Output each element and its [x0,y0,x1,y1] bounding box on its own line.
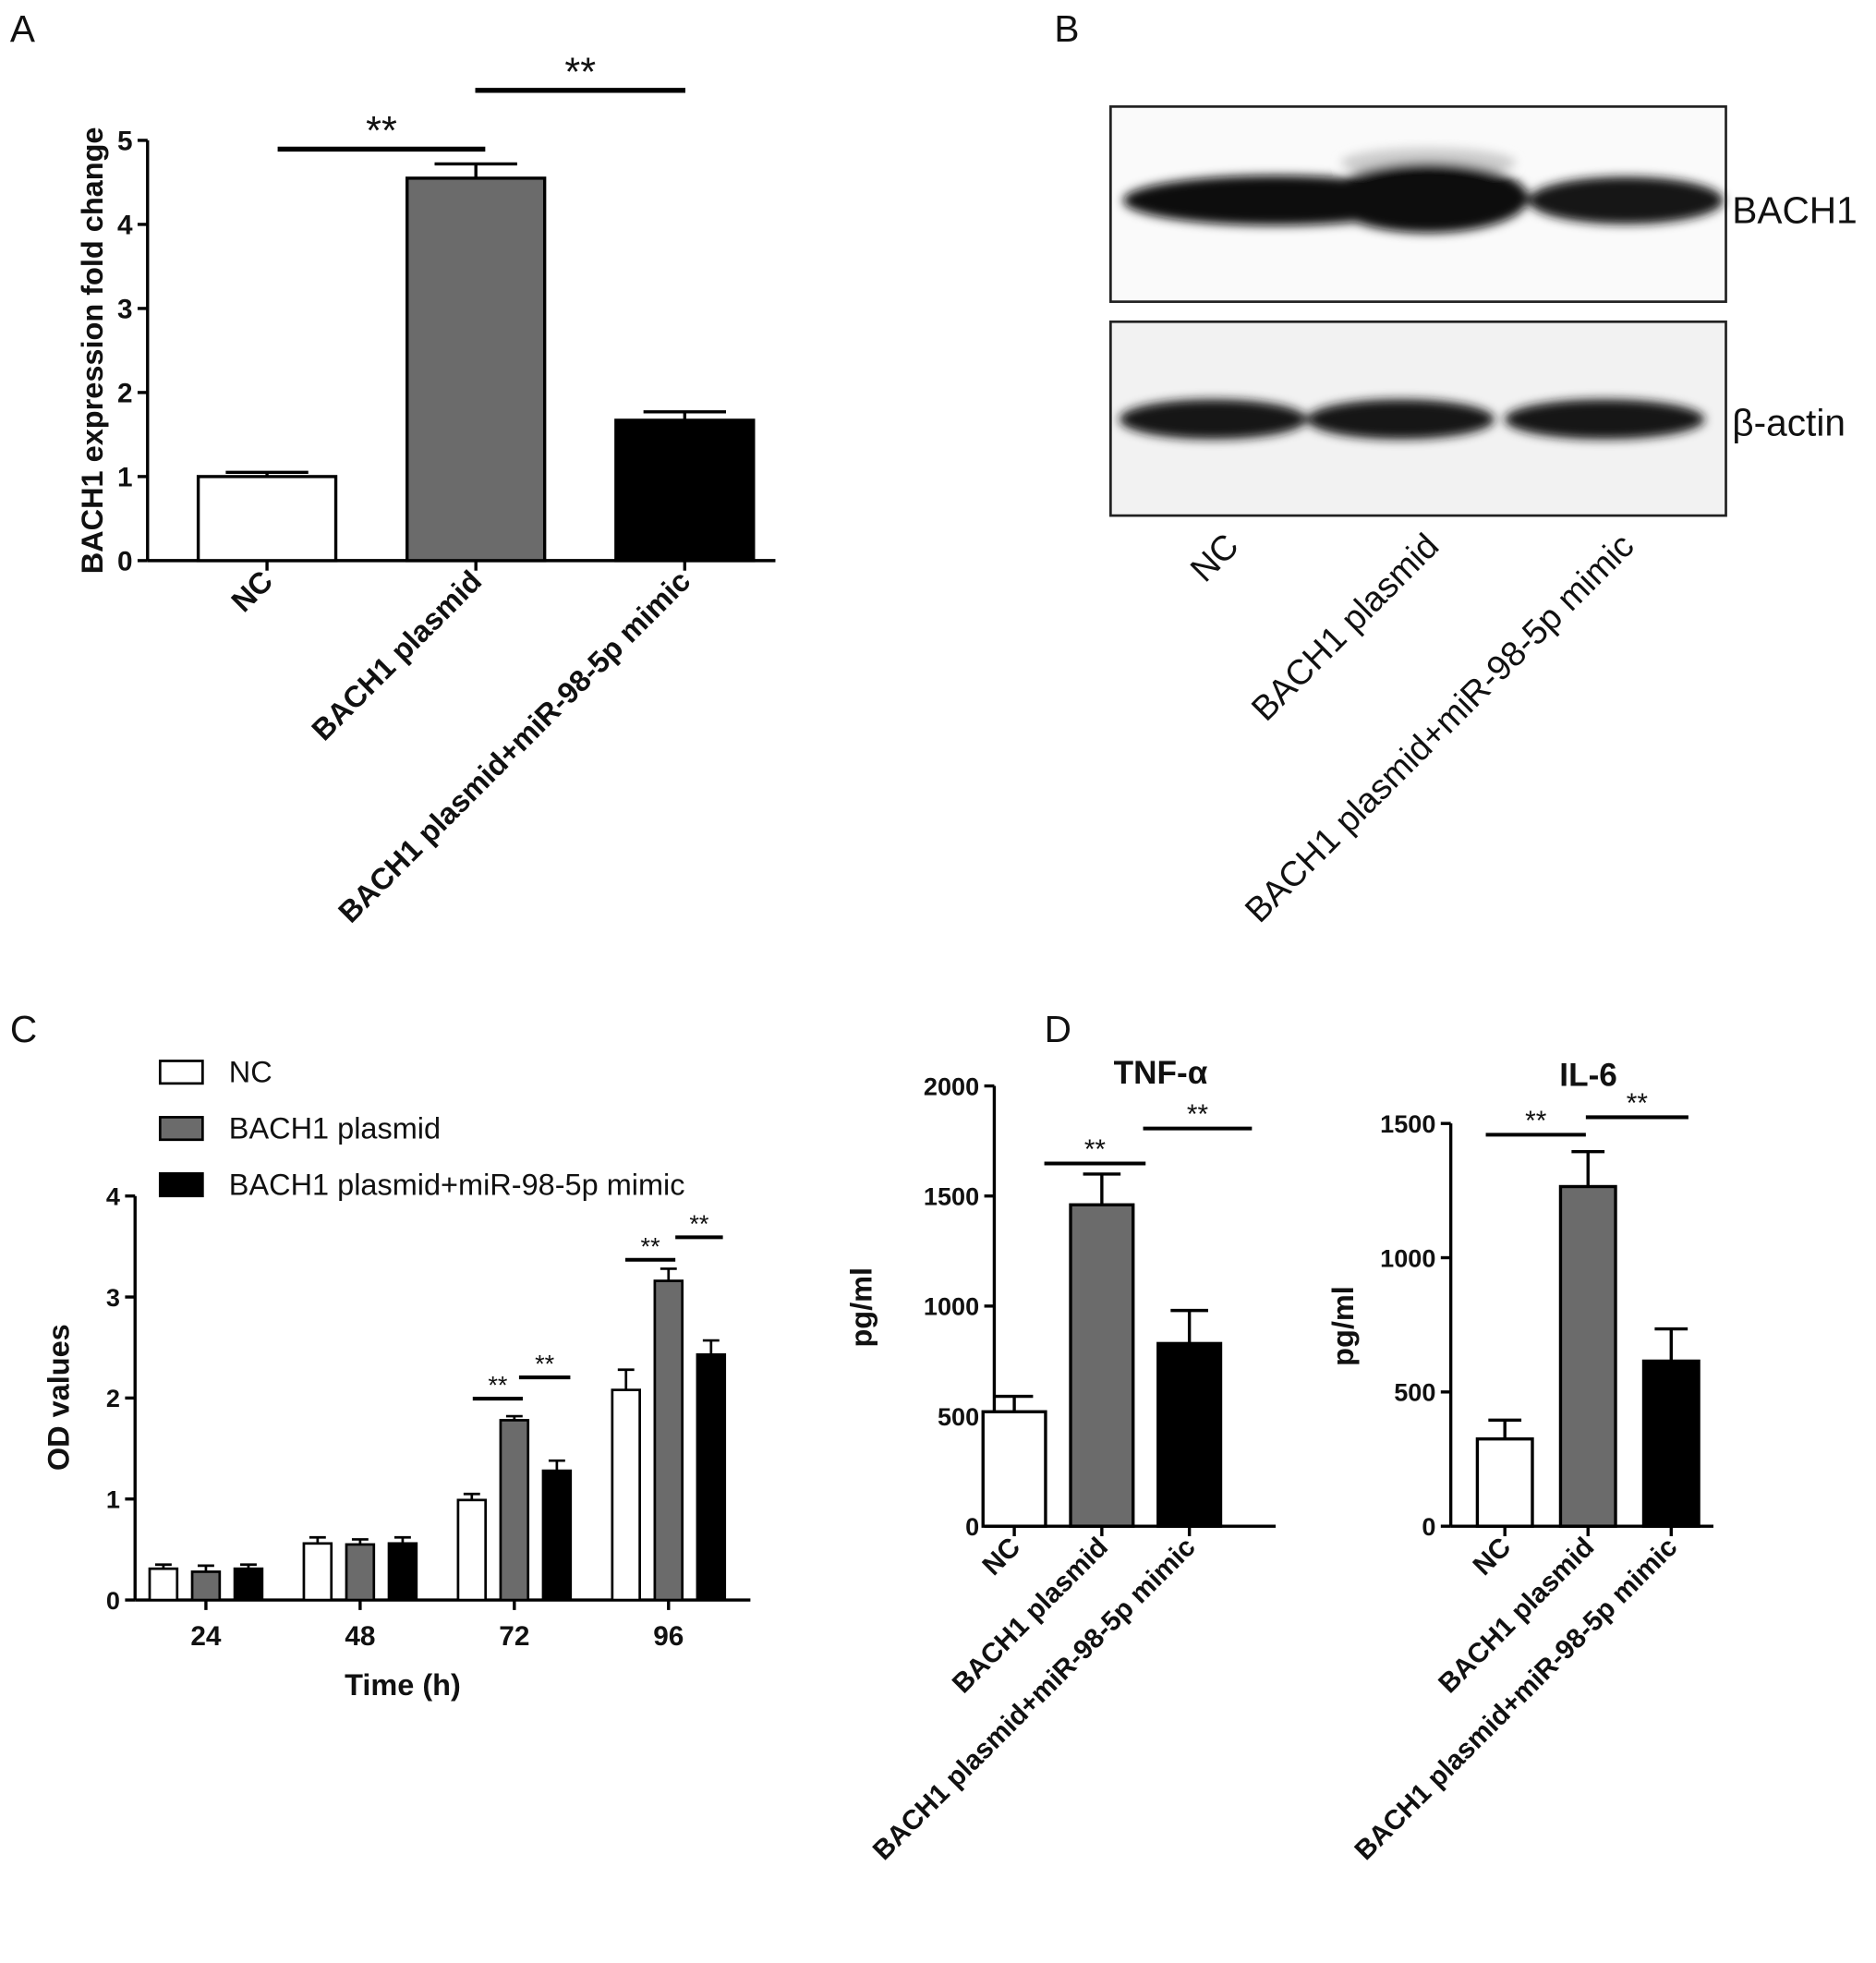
x-tick-label: NC [976,1532,1026,1581]
panel-label: D [1045,1008,1071,1050]
bar [499,1419,530,1602]
bar [611,1388,641,1602]
x-tick-label: NC [225,564,280,619]
y-tick-label: 4 [106,1181,120,1210]
bar [345,1543,376,1602]
x-tick-label: BACH1 plasmid [947,1532,1114,1699]
bar [1475,1437,1534,1528]
y-tick-label: 0 [106,1586,120,1615]
lane-label: BACH1 plasmid+miR-98-5p mimic [1238,527,1641,930]
bar [1558,1184,1617,1528]
bar [653,1279,684,1602]
y-tick-label: 3 [106,1283,120,1312]
y-tick-label: 1000 [1380,1243,1435,1272]
band [1528,176,1724,224]
y-tick-label: 1500 [1380,1109,1435,1138]
x-axis-label: Time (h) [345,1668,461,1702]
lane-label: BACH1 plasmid [1244,527,1446,729]
chart-title: IL-6 [1559,1058,1617,1094]
legend-swatch [158,1116,204,1142]
y-tick-label: 2 [117,379,133,409]
y-tick-label: 1500 [924,1181,979,1210]
x-tick-label: BACH1 plasmid+miR-98-5p mimic [332,564,696,929]
y-tick-label: 2000 [924,1072,979,1100]
x-tick-label: 48 [345,1621,375,1652]
bar [981,1410,1047,1528]
legend-label: BACH1 plasmid [229,1111,441,1145]
x-tick-label: BACH1 plasmid+miR-98-5p mimic [867,1532,1202,1866]
y-axis-label: pg/ml [1326,1286,1360,1366]
bar [196,475,338,563]
y-axis-label: OD values [42,1324,75,1471]
significance-label: ** [1627,1088,1649,1119]
protein-label: β-actin [1732,401,1846,443]
bar [1156,1341,1223,1528]
y-tick-label: 3 [117,295,133,325]
significance-label: ** [564,50,596,94]
significance-label: ** [488,1371,508,1400]
band [1327,163,1529,234]
band [1119,399,1307,440]
y-tick-label: 0 [965,1512,979,1541]
y-tick-label: 2 [106,1384,120,1412]
blot-panel: B BACH1 β-actin NC BACH1 plasmid BACH1 p… [1054,7,1857,930]
y-axis-label: BACH1 expression fold change [76,127,109,575]
bar [456,1498,488,1602]
x-tick-label: 72 [499,1621,529,1652]
y-tick-label: 1 [106,1484,120,1513]
x-tick-label: NC [1468,1532,1518,1581]
x-tick-label: 24 [190,1621,222,1652]
lane-label: NC [1183,527,1246,589]
bar [1641,1359,1701,1528]
panel-label: A [10,7,35,50]
x-tick-label: BACH1 plasmid+miR-98-5p mimic [1349,1532,1683,1866]
significance-label: ** [689,1209,709,1238]
y-tick-label: 5 [117,127,133,157]
bar [405,176,547,563]
band [1306,399,1495,440]
bar [387,1542,418,1602]
legend-label: BACH1 plasmid+miR-98-5p mimic [229,1168,685,1201]
significance-label: ** [1084,1134,1107,1165]
legend-label: NC [229,1055,272,1088]
bar [614,418,756,563]
chart-title: TNF-α [1114,1055,1208,1091]
y-tick-label: 500 [1394,1378,1435,1407]
panel-label: B [1054,7,1079,50]
band [1504,399,1705,440]
significance-label: ** [1187,1099,1209,1130]
bar [1069,1203,1135,1528]
significance-label: ** [535,1350,555,1378]
bar [148,1567,179,1602]
significance-label: ** [1525,1106,1547,1136]
y-tick-label: 0 [1422,1512,1435,1541]
significance-label: ** [641,1231,661,1260]
y-tick-label: 500 [938,1402,979,1431]
x-tick-label: 96 [653,1621,684,1652]
y-axis-label: pg/ml [845,1267,878,1348]
legend-swatch [158,1060,204,1085]
x-tick-label: BACH1 plasmid [1433,1532,1600,1699]
legend-swatch [158,1171,204,1198]
bar [233,1567,264,1602]
panel-label: C [10,1008,37,1050]
y-tick-label: 1000 [924,1292,979,1321]
bands [1119,148,1724,440]
bar [190,1570,222,1602]
y-tick-label: 1 [117,463,133,493]
bar [302,1542,333,1602]
significance-label: ** [366,109,397,153]
y-tick-label: 4 [117,211,133,241]
bar [541,1469,573,1602]
protein-label: BACH1 [1732,188,1857,231]
bar [696,1353,727,1602]
y-tick-label: 0 [117,547,133,577]
x-tick-label: BACH1 plasmid [306,564,489,747]
